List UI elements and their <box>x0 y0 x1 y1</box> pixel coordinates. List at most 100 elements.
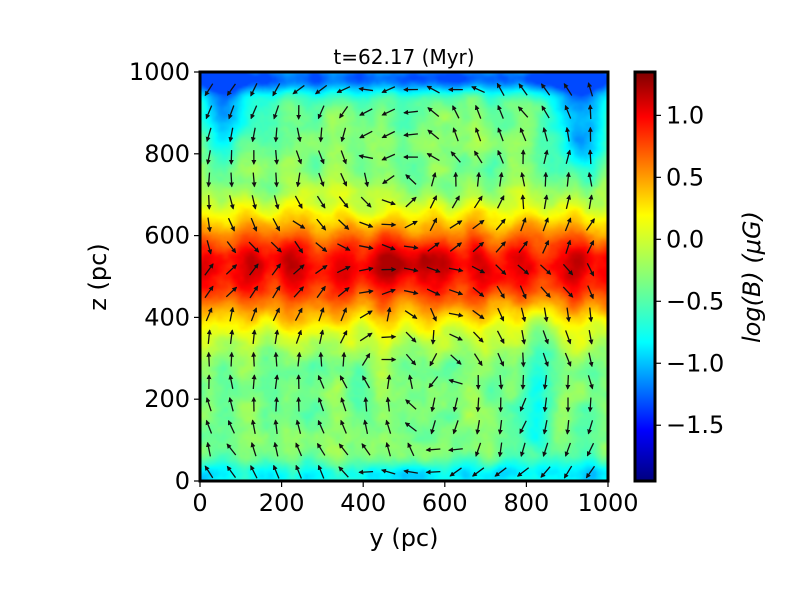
field-arrow <box>564 352 572 367</box>
x-tick-label: 1000 <box>577 489 638 517</box>
field-arrow <box>449 333 463 341</box>
field-arrow <box>340 307 347 322</box>
field-arrow <box>362 375 371 389</box>
field-arrow <box>425 447 441 453</box>
field-arrow <box>294 195 303 209</box>
field-arrow <box>543 307 549 323</box>
field-arrow <box>587 149 593 165</box>
field-arrow <box>403 267 419 273</box>
field-arrow <box>228 374 234 390</box>
field-arrow <box>205 127 212 143</box>
field-arrow <box>293 264 305 275</box>
field-arrow <box>542 330 549 345</box>
x-tick-label: 200 <box>259 489 305 517</box>
field-arrow <box>358 154 374 160</box>
field-arrow <box>251 172 257 188</box>
field-arrow <box>316 195 326 209</box>
field-arrow <box>518 83 528 96</box>
field-arrow <box>448 447 463 453</box>
field-arrow <box>565 330 572 345</box>
field-arrow <box>272 307 280 322</box>
field-arrow <box>248 241 260 253</box>
x-tick-label: 400 <box>340 489 386 517</box>
field-arrow <box>428 376 439 389</box>
field-arrow <box>475 397 481 413</box>
field-arrow <box>318 307 325 322</box>
colorbar: −1.5 −1.0 −0.5 0.0 0.5 1.0 log(B) (μG) <box>633 70 766 483</box>
field-arrow <box>206 351 212 367</box>
field-arrow <box>520 194 526 210</box>
field-arrow <box>472 219 485 230</box>
field-arrow <box>250 307 258 322</box>
field-arrow <box>473 150 483 164</box>
field-arrow <box>270 241 282 253</box>
field-arrow <box>381 86 396 94</box>
field-arrow <box>497 442 503 458</box>
field-arrow <box>497 307 505 322</box>
field-arrow <box>497 419 503 435</box>
field-arrow <box>205 441 212 457</box>
field-arrow <box>496 330 505 344</box>
field-arrow <box>358 469 374 475</box>
field-arrow <box>226 465 237 479</box>
field-arrow <box>250 127 256 143</box>
field-arrow <box>407 374 413 390</box>
field-arrow <box>228 195 235 210</box>
field-arrow <box>360 196 372 208</box>
field-arrow <box>562 263 574 276</box>
field-arrow <box>452 105 460 119</box>
field-arrow <box>562 286 574 298</box>
field-arrow <box>542 217 549 232</box>
field-arrow <box>429 353 438 367</box>
field-arrow <box>471 265 486 274</box>
field-arrow <box>206 217 212 233</box>
field-arrow <box>273 419 279 435</box>
field-arrow <box>292 220 306 229</box>
field-arrow <box>359 310 373 319</box>
field-arrow <box>317 150 325 165</box>
field-arrow <box>564 442 572 457</box>
field-arrow <box>249 285 259 299</box>
field-arrow <box>204 83 214 97</box>
field-arrow <box>452 397 459 413</box>
field-arrow <box>519 442 526 458</box>
field-arrow <box>251 329 257 345</box>
field-arrow <box>430 397 436 413</box>
field-arrow <box>338 196 349 209</box>
field-arrow <box>585 465 596 479</box>
field-arrow <box>429 307 437 322</box>
field-arrow <box>225 286 238 298</box>
field-arrow <box>426 266 441 273</box>
field-arrow <box>318 351 324 367</box>
field-arrow <box>451 195 460 209</box>
field-arrow <box>295 442 303 457</box>
field-arrow <box>386 374 392 390</box>
field-arrow <box>272 218 281 232</box>
field-arrow <box>317 464 325 479</box>
field-arrow <box>228 105 235 120</box>
field-arrow <box>565 239 572 254</box>
field-arrow <box>541 105 550 119</box>
field-arrow <box>317 105 325 120</box>
field-arrow <box>204 465 214 479</box>
field-arrow <box>473 195 483 209</box>
heatmap-image <box>200 72 608 481</box>
field-arrow <box>316 285 326 299</box>
field-arrow <box>474 104 482 119</box>
field-arrow <box>337 243 351 251</box>
field-arrow <box>540 466 551 478</box>
field-arrow <box>586 262 595 277</box>
field-arrow <box>295 464 302 479</box>
field-arrow <box>472 241 485 253</box>
field-arrow <box>565 149 572 165</box>
field-arrow <box>563 465 573 479</box>
field-arrow <box>385 441 391 457</box>
field-arrow <box>587 82 594 97</box>
field-arrow <box>381 334 397 340</box>
field-arrow <box>340 127 347 143</box>
field-arrow <box>475 420 481 435</box>
field-arrow <box>542 420 548 435</box>
field-arrow <box>316 442 326 456</box>
field-arrow <box>228 396 234 412</box>
